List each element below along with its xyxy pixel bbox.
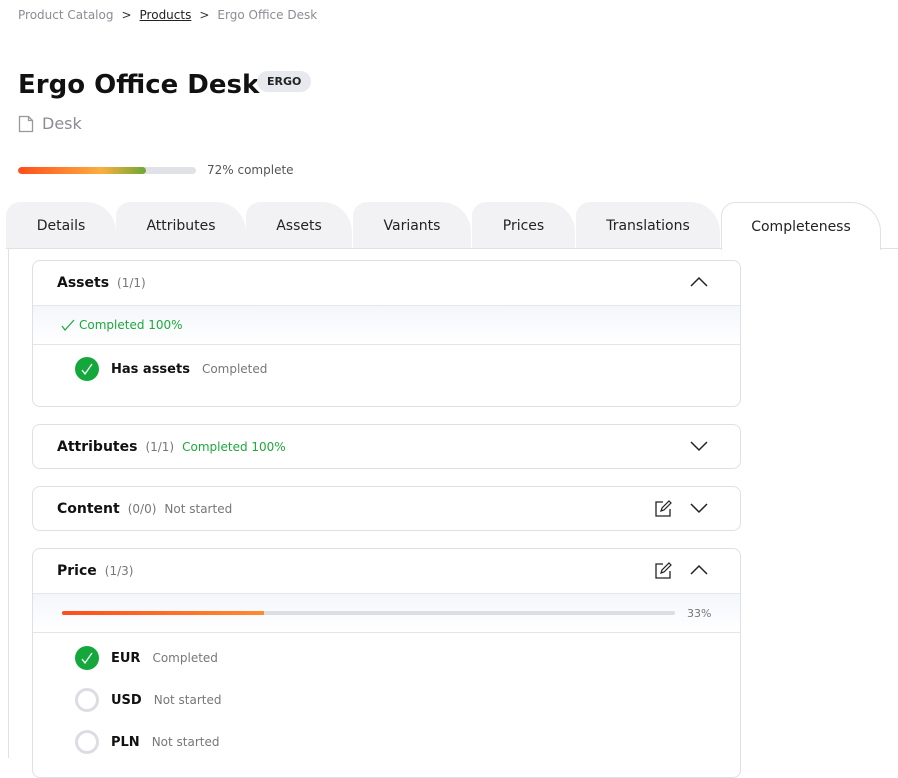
- section-content: Content (0/0) Not started: [32, 486, 741, 531]
- tab-details[interactable]: Details: [6, 202, 116, 249]
- completeness-progress-label: 72% complete: [207, 163, 294, 177]
- edit-icon[interactable]: [654, 562, 672, 580]
- section-status-row: Completed 100%: [33, 305, 740, 344]
- section-price-header[interactable]: Price (1/3): [33, 549, 740, 593]
- tab-completeness[interactable]: Completeness: [721, 202, 881, 250]
- tab-assets[interactable]: Assets: [246, 202, 352, 249]
- breadcrumb-separator: >: [121, 8, 132, 22]
- chevron-up-icon[interactable]: [690, 563, 708, 577]
- section-attributes-header[interactable]: Attributes (1/1) Completed 100%: [33, 425, 740, 469]
- section-status: Completed 100%: [182, 440, 286, 454]
- item-label: USD: [111, 692, 142, 708]
- check-circle-icon: [75, 646, 99, 670]
- item-label: EUR: [111, 650, 141, 666]
- tab-divider: [6, 248, 898, 249]
- section-title: Content: [57, 501, 120, 517]
- breadcrumb-product-catalog[interactable]: Product Catalog: [18, 8, 114, 22]
- item-status: Completed: [201, 362, 268, 376]
- breadcrumb: Product Catalog > Products > Ergo Office…: [18, 8, 317, 22]
- tab-prices[interactable]: Prices: [472, 202, 575, 249]
- section-count: (1/1): [117, 276, 146, 290]
- section-title: Price: [57, 563, 97, 579]
- item-status: Not started: [151, 735, 220, 749]
- section-title: Assets: [57, 275, 110, 291]
- section-assets: Assets (1/1) Completed 100% Has assets C…: [32, 260, 741, 407]
- list-item: Has assets Completed: [33, 348, 740, 390]
- breadcrumb-current: Ergo Office Desk: [217, 8, 318, 22]
- section-count: (1/3): [104, 564, 134, 578]
- empty-circle-icon: [75, 730, 99, 754]
- item-status: Not started: [153, 693, 222, 707]
- section-status: Not started: [164, 502, 233, 516]
- list-item: USD Not started: [33, 679, 740, 721]
- chevron-down-icon[interactable]: [690, 501, 708, 515]
- section-status: Completed 100%: [79, 318, 183, 332]
- section-count: (1/1): [145, 440, 175, 454]
- product-code-badge: ERGO: [257, 71, 312, 92]
- document-icon: [18, 115, 34, 132]
- chevron-up-icon[interactable]: [690, 275, 708, 289]
- section-content-header[interactable]: Content (0/0) Not started: [33, 487, 740, 531]
- completeness-progress-fill: [18, 167, 147, 174]
- item-label: PLN: [111, 734, 140, 750]
- empty-circle-icon: [75, 688, 99, 712]
- section-price: Price (1/3) 33% EUR Completed USD Not st…: [32, 548, 741, 778]
- breadcrumb-products-link[interactable]: Products: [139, 8, 192, 22]
- section-attributes: Attributes (1/1) Completed 100%: [32, 424, 741, 469]
- list-item: PLN Not started: [33, 721, 740, 763]
- item-status: Completed: [152, 651, 218, 665]
- section-title: Attributes: [57, 439, 138, 455]
- price-progress-bar: [62, 611, 675, 615]
- tab-variants[interactable]: Variants: [353, 202, 471, 249]
- section-assets-header[interactable]: Assets (1/1): [33, 261, 740, 305]
- price-progress-fill: [62, 611, 265, 615]
- product-type-label: Desk: [42, 114, 82, 133]
- edit-icon[interactable]: [654, 500, 672, 518]
- check-icon: [61, 319, 75, 331]
- tab-translations[interactable]: Translations: [576, 202, 720, 249]
- list-item: EUR Completed: [33, 637, 740, 679]
- page-title: Ergo Office Desk: [18, 70, 260, 100]
- chevron-down-icon[interactable]: [690, 439, 708, 453]
- check-circle-icon: [75, 357, 99, 381]
- item-label: Has assets: [111, 361, 190, 377]
- product-type: Desk: [18, 114, 82, 133]
- section-count: (0/0): [127, 502, 157, 516]
- content-border: [8, 248, 9, 758]
- tab-attributes[interactable]: Attributes: [116, 202, 246, 249]
- completeness-progress-bar: [18, 167, 196, 174]
- breadcrumb-separator: >: [199, 8, 210, 22]
- price-progress-row: 33%: [33, 593, 740, 632]
- price-progress-label: 33%: [687, 606, 712, 620]
